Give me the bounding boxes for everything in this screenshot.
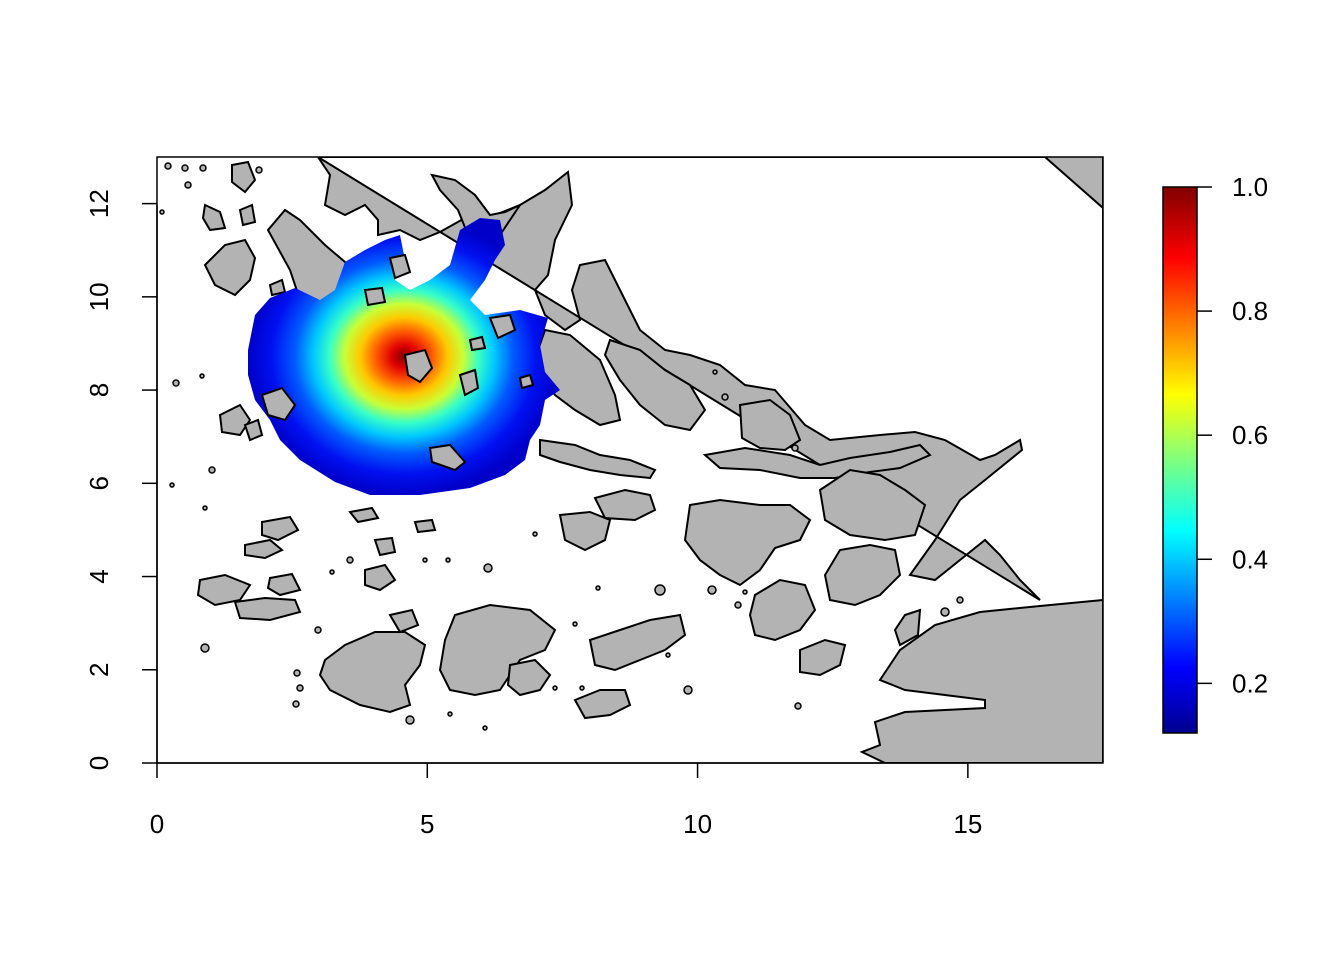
- y-tick-label: 2: [84, 663, 114, 677]
- y-axis: 0 2 4 6 8 10 12: [84, 189, 158, 770]
- island-east-3: [539, 438, 657, 480]
- island-southwest-1: [318, 631, 427, 714]
- island-central-1: [558, 510, 612, 552]
- island-northwest-3: [231, 160, 257, 194]
- island-east-9: [748, 578, 817, 642]
- island-east-4: [702, 443, 932, 479]
- y-tick-label: 10: [84, 282, 114, 311]
- island-central-6: [506, 658, 552, 697]
- island-heat-3: [428, 443, 467, 472]
- island-east-8: [823, 543, 902, 607]
- island-heat-2: [458, 368, 480, 397]
- island-southwest-10: [348, 506, 380, 524]
- island-southwest-4: [261, 515, 300, 542]
- colorbar-gradient: [1162, 186, 1198, 734]
- x-tick-label: 5: [420, 809, 434, 839]
- y-tick-label: 4: [84, 569, 114, 583]
- y-tick-label: 12: [84, 189, 114, 218]
- colorbar-tick-label: 0.6: [1232, 420, 1268, 450]
- island-central-2: [593, 488, 657, 522]
- y-tick-label: 8: [84, 383, 114, 397]
- island-northwest-4: [238, 203, 257, 227]
- x-axis: 0 5 10 15: [150, 762, 982, 839]
- mainland: [317, 157, 1103, 763]
- x-tick-label: 15: [953, 809, 982, 839]
- island-southwest-3: [233, 596, 302, 622]
- y-tick-label: 0: [84, 756, 114, 770]
- island-southwest-2: [196, 573, 252, 607]
- island-southwest-8: [373, 536, 397, 557]
- island-east-2: [603, 338, 707, 432]
- small-islets: [159, 162, 964, 731]
- colorbar-tick-label: 0.4: [1232, 544, 1268, 574]
- island-east-5: [738, 398, 802, 452]
- colorbar-tick-label: 1.0: [1232, 172, 1268, 202]
- island-heat-5: [388, 253, 412, 280]
- island-west-2: [243, 418, 264, 442]
- island-east-10: [799, 638, 847, 677]
- island-central-5: [573, 689, 632, 720]
- colorbar: 0.2 0.4 0.6 0.8 1.0: [1162, 172, 1268, 734]
- x-tick-label: 10: [683, 809, 712, 839]
- colorbar-tick-label: 0.2: [1232, 668, 1268, 698]
- island-southwest-9: [413, 518, 437, 534]
- island-heat-9: [468, 335, 487, 352]
- island-northwest-2: [201, 203, 227, 232]
- colorbar-tick-label: 0.8: [1232, 296, 1268, 326]
- island-heat-8: [518, 373, 535, 390]
- probability-heat-overlay: [248, 218, 560, 495]
- island-heat-7: [363, 286, 387, 307]
- island-heat-1: [403, 348, 434, 384]
- island-northwest-1: [203, 238, 257, 297]
- map-plot-area: [157, 157, 1103, 763]
- island-southwest-11: [388, 608, 420, 634]
- island-heat-6: [488, 313, 517, 340]
- island-east-6: [818, 468, 927, 542]
- island-central-4: [588, 613, 687, 672]
- y-tick-label: 6: [84, 476, 114, 490]
- island-southwest-5: [244, 538, 284, 560]
- island-southwest-7: [364, 563, 397, 592]
- island-heat-4: [260, 386, 297, 422]
- island-east-7: [683, 498, 812, 587]
- island-southwest-6: [266, 572, 302, 597]
- island-east-11: [893, 608, 922, 647]
- x-tick-label: 0: [150, 809, 164, 839]
